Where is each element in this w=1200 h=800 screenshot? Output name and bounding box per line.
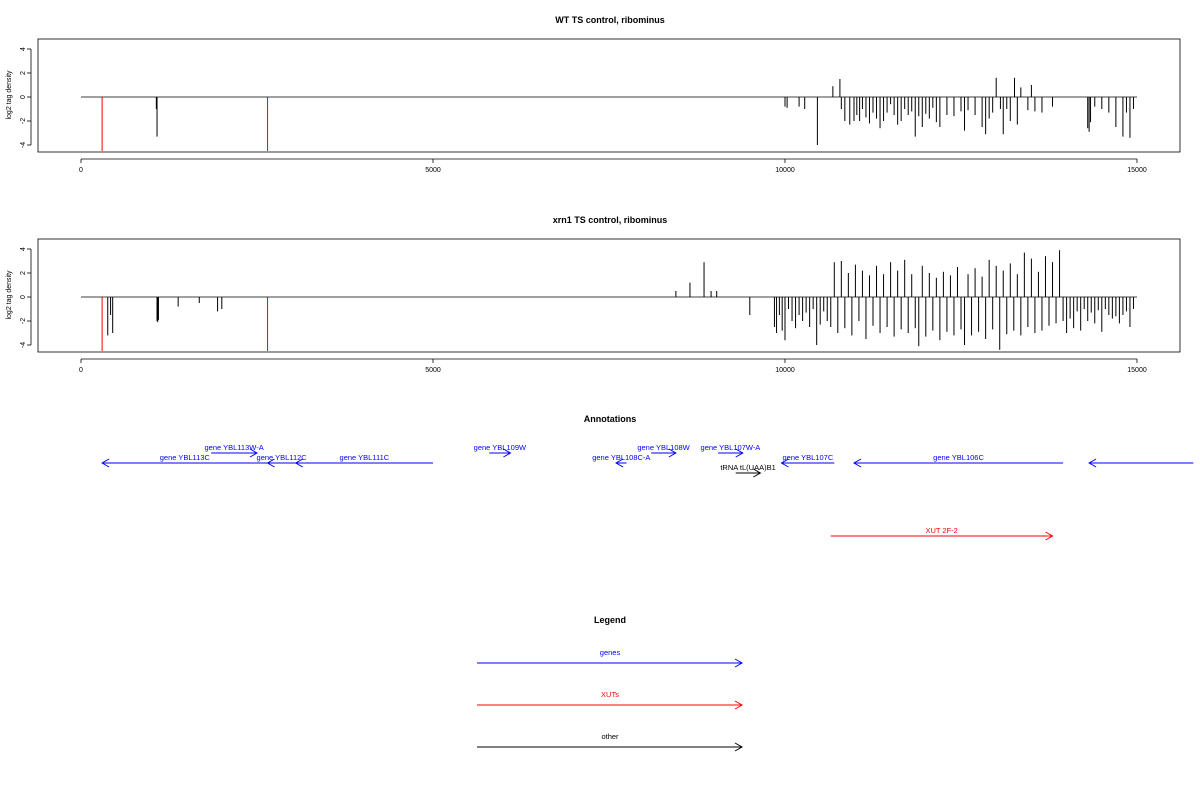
annotation-label: gene YBL113W-A bbox=[205, 443, 264, 452]
annotations-title: Annotations bbox=[584, 414, 637, 424]
annotation-arrow bbox=[651, 448, 677, 458]
xrn1-x-axis: 0 5000 10000 15000 bbox=[79, 358, 1147, 374]
wt-ylabel: log2 tag density bbox=[6, 70, 13, 120]
wt-y-tick-label: 4 bbox=[20, 47, 27, 51]
xrn1-ylabel: log2 tag density bbox=[6, 270, 13, 320]
annotation-arrow bbox=[489, 448, 512, 458]
annotation-label: gene YBL112C bbox=[257, 453, 308, 462]
xrn1-y-tick-label: 4 bbox=[20, 247, 27, 251]
annotation-label: gene YBL107C bbox=[783, 453, 834, 462]
xrn1-x-tick-label: 0 bbox=[79, 367, 83, 374]
wt-x-axis: 0 5000 10000 15000 bbox=[79, 158, 1147, 174]
xrn1-x-tick-label: 5000 bbox=[425, 367, 441, 374]
legend-arrow bbox=[477, 658, 744, 668]
annotation-arrow bbox=[718, 448, 744, 458]
xrn1-y-tick-label: -2 bbox=[20, 318, 27, 324]
wt-y-tick-label: -4 bbox=[20, 142, 27, 148]
annotation-label: gene YBL107W-A bbox=[701, 443, 761, 452]
xrn1-x-tick-label: 10000 bbox=[775, 367, 795, 374]
legend-title: Legend bbox=[594, 615, 626, 625]
wt-panel: WT TS control, ribominus log2 tag densit… bbox=[6, 15, 1181, 174]
legend: Legend genes XUTs other bbox=[477, 615, 744, 752]
annotation-arrow bbox=[266, 458, 296, 468]
legend-label: genes bbox=[600, 648, 621, 657]
annotation-arrow bbox=[1088, 458, 1194, 468]
wt-y-tick-label: 0 bbox=[20, 95, 27, 99]
annotation-label: gene YBL106C bbox=[933, 453, 984, 462]
xrn1-bars bbox=[101, 250, 1134, 351]
annotation-label: gene YBL113C bbox=[160, 453, 211, 462]
xrn1-panel: xrn1 TS control, ribominus log2 tag dens… bbox=[6, 215, 1181, 374]
wt-x-tick-label: 10000 bbox=[775, 167, 795, 174]
wt-panel-title: WT TS control, ribominus bbox=[555, 15, 665, 25]
annotation-arrow bbox=[735, 468, 762, 478]
wt-bars bbox=[101, 77, 1134, 151]
wt-plot-frame bbox=[37, 38, 1181, 153]
wt-x-tick-label: 5000 bbox=[425, 167, 441, 174]
xrn1-y-tick-label: 0 bbox=[20, 295, 27, 299]
legend-arrow bbox=[477, 742, 744, 752]
annotation-arrow bbox=[852, 458, 1064, 468]
xrn1-plot-frame bbox=[37, 238, 1181, 353]
legend-label: other bbox=[601, 732, 619, 741]
annotation-arrow bbox=[211, 448, 259, 458]
annotation-label: tRNA tL(UAA)B1 bbox=[720, 463, 775, 472]
wt-x-tick-label: 15000 bbox=[1127, 167, 1147, 174]
annotation-arrow bbox=[294, 458, 433, 468]
annotation-arrow bbox=[615, 458, 627, 468]
xrn1-x-tick-label: 15000 bbox=[1127, 367, 1147, 374]
annotation-label: gene YBL111C bbox=[340, 453, 390, 462]
xrn1-y-tick-label: -4 bbox=[20, 342, 27, 348]
wt-y-tick-label: 2 bbox=[20, 71, 27, 75]
legend-items: genes XUTs other bbox=[477, 648, 744, 752]
xrn1-y-axis: -4 -2 0 2 4 bbox=[20, 247, 32, 348]
legend-arrow bbox=[477, 700, 744, 710]
annotation-arrow bbox=[830, 531, 1054, 541]
annotation-label: gene YBL108C-A bbox=[592, 453, 650, 462]
annotation-label: XUT 2F-2 bbox=[925, 526, 957, 535]
xrn1-y-tick-label: 2 bbox=[20, 271, 27, 275]
xrn1-panel-title: xrn1 TS control, ribominus bbox=[553, 215, 668, 225]
annotation-label: gene YBL108W bbox=[637, 443, 690, 452]
wt-x-tick-label: 0 bbox=[79, 167, 83, 174]
legend-label: XUTs bbox=[601, 690, 619, 699]
wt-y-tick-label: -2 bbox=[20, 118, 27, 124]
annotation-label: gene YBL109W bbox=[474, 443, 527, 452]
annotation-arrow bbox=[780, 458, 835, 468]
annotation-arrow bbox=[101, 458, 268, 468]
wt-y-axis: -4 -2 0 2 4 bbox=[20, 47, 32, 148]
